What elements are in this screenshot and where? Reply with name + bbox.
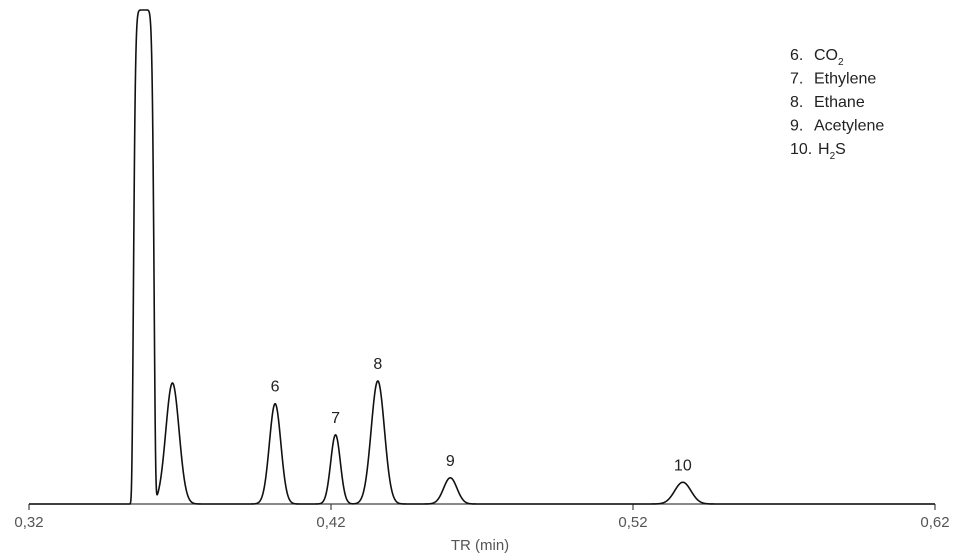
- peak-label-6: 6: [271, 379, 280, 396]
- legend-number: 8.: [790, 94, 803, 111]
- legend-item: 6. CO2: [790, 47, 844, 68]
- legend-name: Ethane: [814, 94, 865, 111]
- legend-item: 7. Ethylene: [790, 71, 876, 88]
- x-tick-label: 0,42: [316, 514, 345, 531]
- peak-label-9: 9: [446, 453, 455, 470]
- x-axis: 0,32 0,42 0,52 0,62: [14, 503, 950, 531]
- legend-number: 9.: [790, 118, 803, 135]
- legend-name: Acetylene: [814, 118, 884, 135]
- legend-item: 10. H2S: [790, 141, 846, 162]
- legend-number: 7.: [790, 71, 803, 88]
- legend-subscript: 2: [838, 57, 844, 68]
- x-tick-label: 0,32: [14, 514, 43, 531]
- trace-layer: [28, 9, 936, 505]
- legend-name-text: Ethylene: [814, 71, 876, 88]
- legend-name-text: H2S: [818, 141, 846, 162]
- legend-subscript: 2: [830, 151, 836, 162]
- peak-labels: 6 7 8 9 10: [271, 356, 692, 474]
- legend-number: 10.: [790, 141, 812, 158]
- legend-name-text: Ethane: [814, 94, 865, 111]
- legend-number: 6.: [790, 47, 803, 64]
- legend-item: 8. Ethane: [790, 94, 865, 111]
- x-axis-title: TR (min): [451, 537, 509, 554]
- peak-label-10: 10: [674, 457, 692, 474]
- legend-item: 9. Acetylene: [790, 118, 884, 135]
- legend-name-text: Acetylene: [814, 118, 884, 135]
- legend-name: CO: [814, 47, 838, 64]
- x-tick-label: 0,52: [618, 514, 647, 531]
- peak-label-8: 8: [373, 356, 382, 373]
- legend-suffix: S: [835, 141, 846, 158]
- legend-name: H: [818, 141, 830, 158]
- x-tick-label: 0,62: [920, 514, 949, 531]
- legend-name: Ethylene: [814, 71, 876, 88]
- chromatogram-trace: [28, 9, 936, 505]
- peak-label-7: 7: [331, 410, 340, 427]
- legend-name-text: CO2: [814, 47, 844, 68]
